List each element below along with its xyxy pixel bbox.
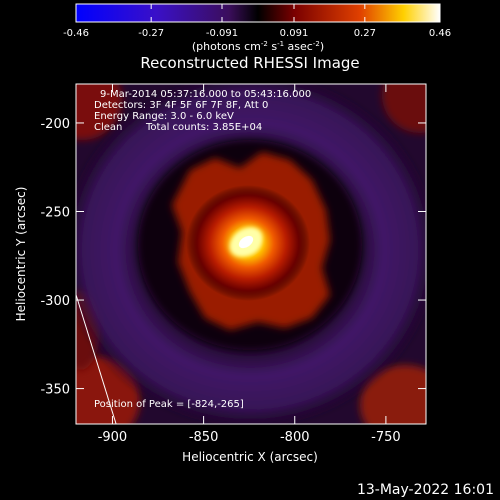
- colorbar-ticks: [75, 4, 441, 22]
- plot-frame: [75, 83, 427, 425]
- x-tick-label: -800: [280, 430, 310, 445]
- x-axis-label: Heliocentric X (arcsec): [182, 450, 318, 464]
- annotation-clean: Clean: [94, 122, 122, 133]
- colorbar-tick-label: 0.27: [354, 28, 376, 39]
- y-axis-label: Heliocentric Y (arcsec): [14, 187, 28, 322]
- annotation-peak: Position of Peak = [-824,-265]: [94, 399, 244, 410]
- annotation-time-range: 9-Mar-2014 05:37:16.000 to 05:43:16.000: [100, 89, 311, 100]
- colorbar-tick-label: -0.46: [63, 28, 89, 39]
- solar-limb-line: [76, 294, 117, 424]
- x-tick-label: -850: [189, 430, 219, 445]
- x-axis-ticks: -900 -850 -800 -750: [98, 84, 401, 445]
- footer-timestamp: 13-May-2022 16:01: [357, 482, 494, 498]
- chart-title: Reconstructed RHESSI Image: [140, 54, 359, 72]
- annotation-detectors: Detectors: 3F 4F 5F 6F 7F 8F, Att 0: [94, 100, 268, 111]
- annotation-energy: Energy Range: 3.0 - 6.0 keV: [94, 111, 234, 122]
- annotation-total-counts: Total counts: 3.85E+04: [145, 122, 262, 133]
- y-tick-label: -300: [40, 294, 70, 309]
- colorbar-tick-label: 0.091: [280, 28, 309, 39]
- x-tick-label: -750: [371, 430, 401, 445]
- colorbar: [75, 3, 441, 23]
- colorbar-tick-labels: -0.46 -0.27 -0.091 0.091 0.27 0.46: [63, 28, 451, 39]
- y-tick-label: -200: [40, 117, 70, 132]
- x-tick-label: -900: [98, 430, 128, 445]
- y-tick-label: -250: [40, 206, 70, 221]
- colorbar-tick-label: -0.091: [206, 28, 238, 39]
- colorbar-units: (photons cm-2 s-1 asec-2): [192, 40, 324, 53]
- y-tick-label: -350: [40, 383, 70, 398]
- colorbar-tick-label: 0.46: [429, 28, 451, 39]
- heatmap-image: [76, 84, 426, 424]
- y-axis-ticks: -200 -250 -300 -350: [40, 117, 426, 398]
- colorbar-tick-label: -0.27: [138, 28, 164, 39]
